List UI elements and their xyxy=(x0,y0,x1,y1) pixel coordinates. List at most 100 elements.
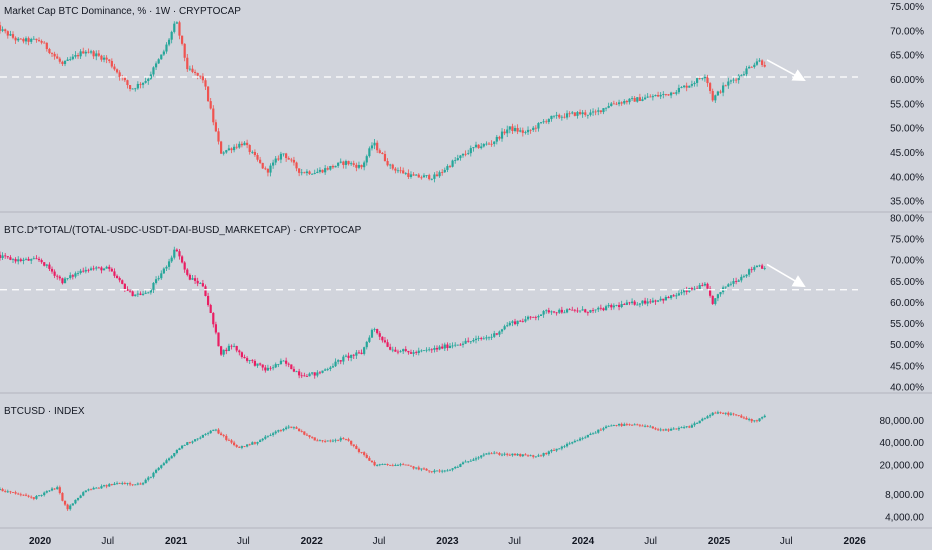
candle xyxy=(147,476,150,482)
candle xyxy=(493,141,496,147)
candle-body xyxy=(591,310,595,311)
candle xyxy=(253,441,257,445)
candle xyxy=(750,66,753,68)
candle xyxy=(753,265,756,272)
candle xyxy=(693,421,696,427)
candle-body xyxy=(716,91,720,96)
candle-body xyxy=(82,270,85,272)
candle-body xyxy=(469,460,472,462)
candle xyxy=(506,322,509,328)
candle-body xyxy=(136,83,139,89)
candle-body xyxy=(22,38,25,42)
candle-body xyxy=(69,505,72,510)
time-axis[interactable]: 2020 Jul 2021 Jul 2022 Jul 2023 Jul 2024 Jul 2025 J… xyxy=(29,536,866,547)
candle xyxy=(656,300,660,303)
candle-body xyxy=(225,435,228,440)
candle xyxy=(646,93,649,98)
candle xyxy=(295,426,298,429)
y-axis-btc-dominance-ex-stables: 80.00%75.00%70.00%65.00%60.00%55.00%50.0… xyxy=(890,214,924,394)
candle-body xyxy=(589,310,592,313)
candle xyxy=(170,30,173,44)
candle xyxy=(199,75,202,79)
candle-body xyxy=(709,288,712,296)
candle-body xyxy=(750,66,753,68)
candle xyxy=(17,492,20,495)
candle xyxy=(706,74,709,87)
candle xyxy=(170,455,173,459)
candle-body xyxy=(48,490,51,492)
candle-body xyxy=(664,429,667,431)
candle-body xyxy=(630,98,634,99)
candle xyxy=(737,74,740,84)
candle-body xyxy=(123,283,126,290)
candle xyxy=(529,454,532,457)
candle-body xyxy=(279,360,283,365)
candle-body xyxy=(578,438,582,441)
candle-body xyxy=(219,141,223,154)
y-tick-label: 50.00% xyxy=(890,124,924,135)
candle-body xyxy=(89,489,93,491)
candle xyxy=(95,265,98,271)
candle xyxy=(43,262,46,267)
candle xyxy=(298,168,301,177)
candle-body xyxy=(508,126,511,130)
candle-body xyxy=(698,78,701,79)
candle-body xyxy=(123,483,126,484)
candle-body xyxy=(339,161,342,163)
candle-body xyxy=(102,485,106,487)
candle-body xyxy=(508,322,511,326)
candle xyxy=(576,439,579,442)
candle-body xyxy=(230,345,233,347)
x-tick-label: 2026 xyxy=(844,536,867,547)
candle-body xyxy=(597,110,600,112)
candle xyxy=(420,468,423,472)
candle-body xyxy=(381,464,384,465)
candle-body xyxy=(178,22,181,36)
candle-body xyxy=(415,174,418,176)
candle xyxy=(667,428,670,433)
candle xyxy=(425,175,428,178)
candle-body xyxy=(649,301,652,303)
candle-body xyxy=(519,130,522,132)
candle xyxy=(188,273,191,281)
candle xyxy=(498,135,501,141)
candle xyxy=(110,483,113,486)
candle xyxy=(396,349,400,355)
candle-body xyxy=(256,155,259,160)
candle-body xyxy=(677,293,680,296)
candle-body xyxy=(214,324,217,333)
candle xyxy=(719,292,722,297)
candle xyxy=(755,419,759,423)
candle xyxy=(105,484,108,489)
x-tick-label: Jul xyxy=(237,536,250,547)
candle xyxy=(357,447,361,454)
candle-body xyxy=(350,163,353,165)
candle-body xyxy=(376,329,379,334)
candle-body xyxy=(40,495,43,496)
candle xyxy=(576,110,579,119)
candle-body xyxy=(459,344,462,346)
candle-body xyxy=(586,114,589,116)
candle xyxy=(573,308,576,313)
forecast-arrow[interactable] xyxy=(766,59,806,81)
candle xyxy=(298,428,301,432)
candle-body xyxy=(389,164,392,166)
candle-body xyxy=(386,161,389,166)
candle xyxy=(737,415,740,417)
candle-body xyxy=(617,102,621,105)
candle-body xyxy=(654,95,657,97)
candle-body xyxy=(6,256,9,258)
candle xyxy=(521,454,524,458)
y-tick-label: 55.00% xyxy=(890,319,924,330)
candle xyxy=(209,429,212,434)
candle xyxy=(547,450,550,456)
candle xyxy=(480,142,483,150)
candle-body xyxy=(128,483,132,485)
candle xyxy=(230,344,233,350)
candle-body xyxy=(623,101,626,104)
candle-body xyxy=(425,468,428,471)
forecast-arrow[interactable] xyxy=(766,263,806,288)
candle xyxy=(552,448,556,451)
candle-body xyxy=(370,145,374,149)
